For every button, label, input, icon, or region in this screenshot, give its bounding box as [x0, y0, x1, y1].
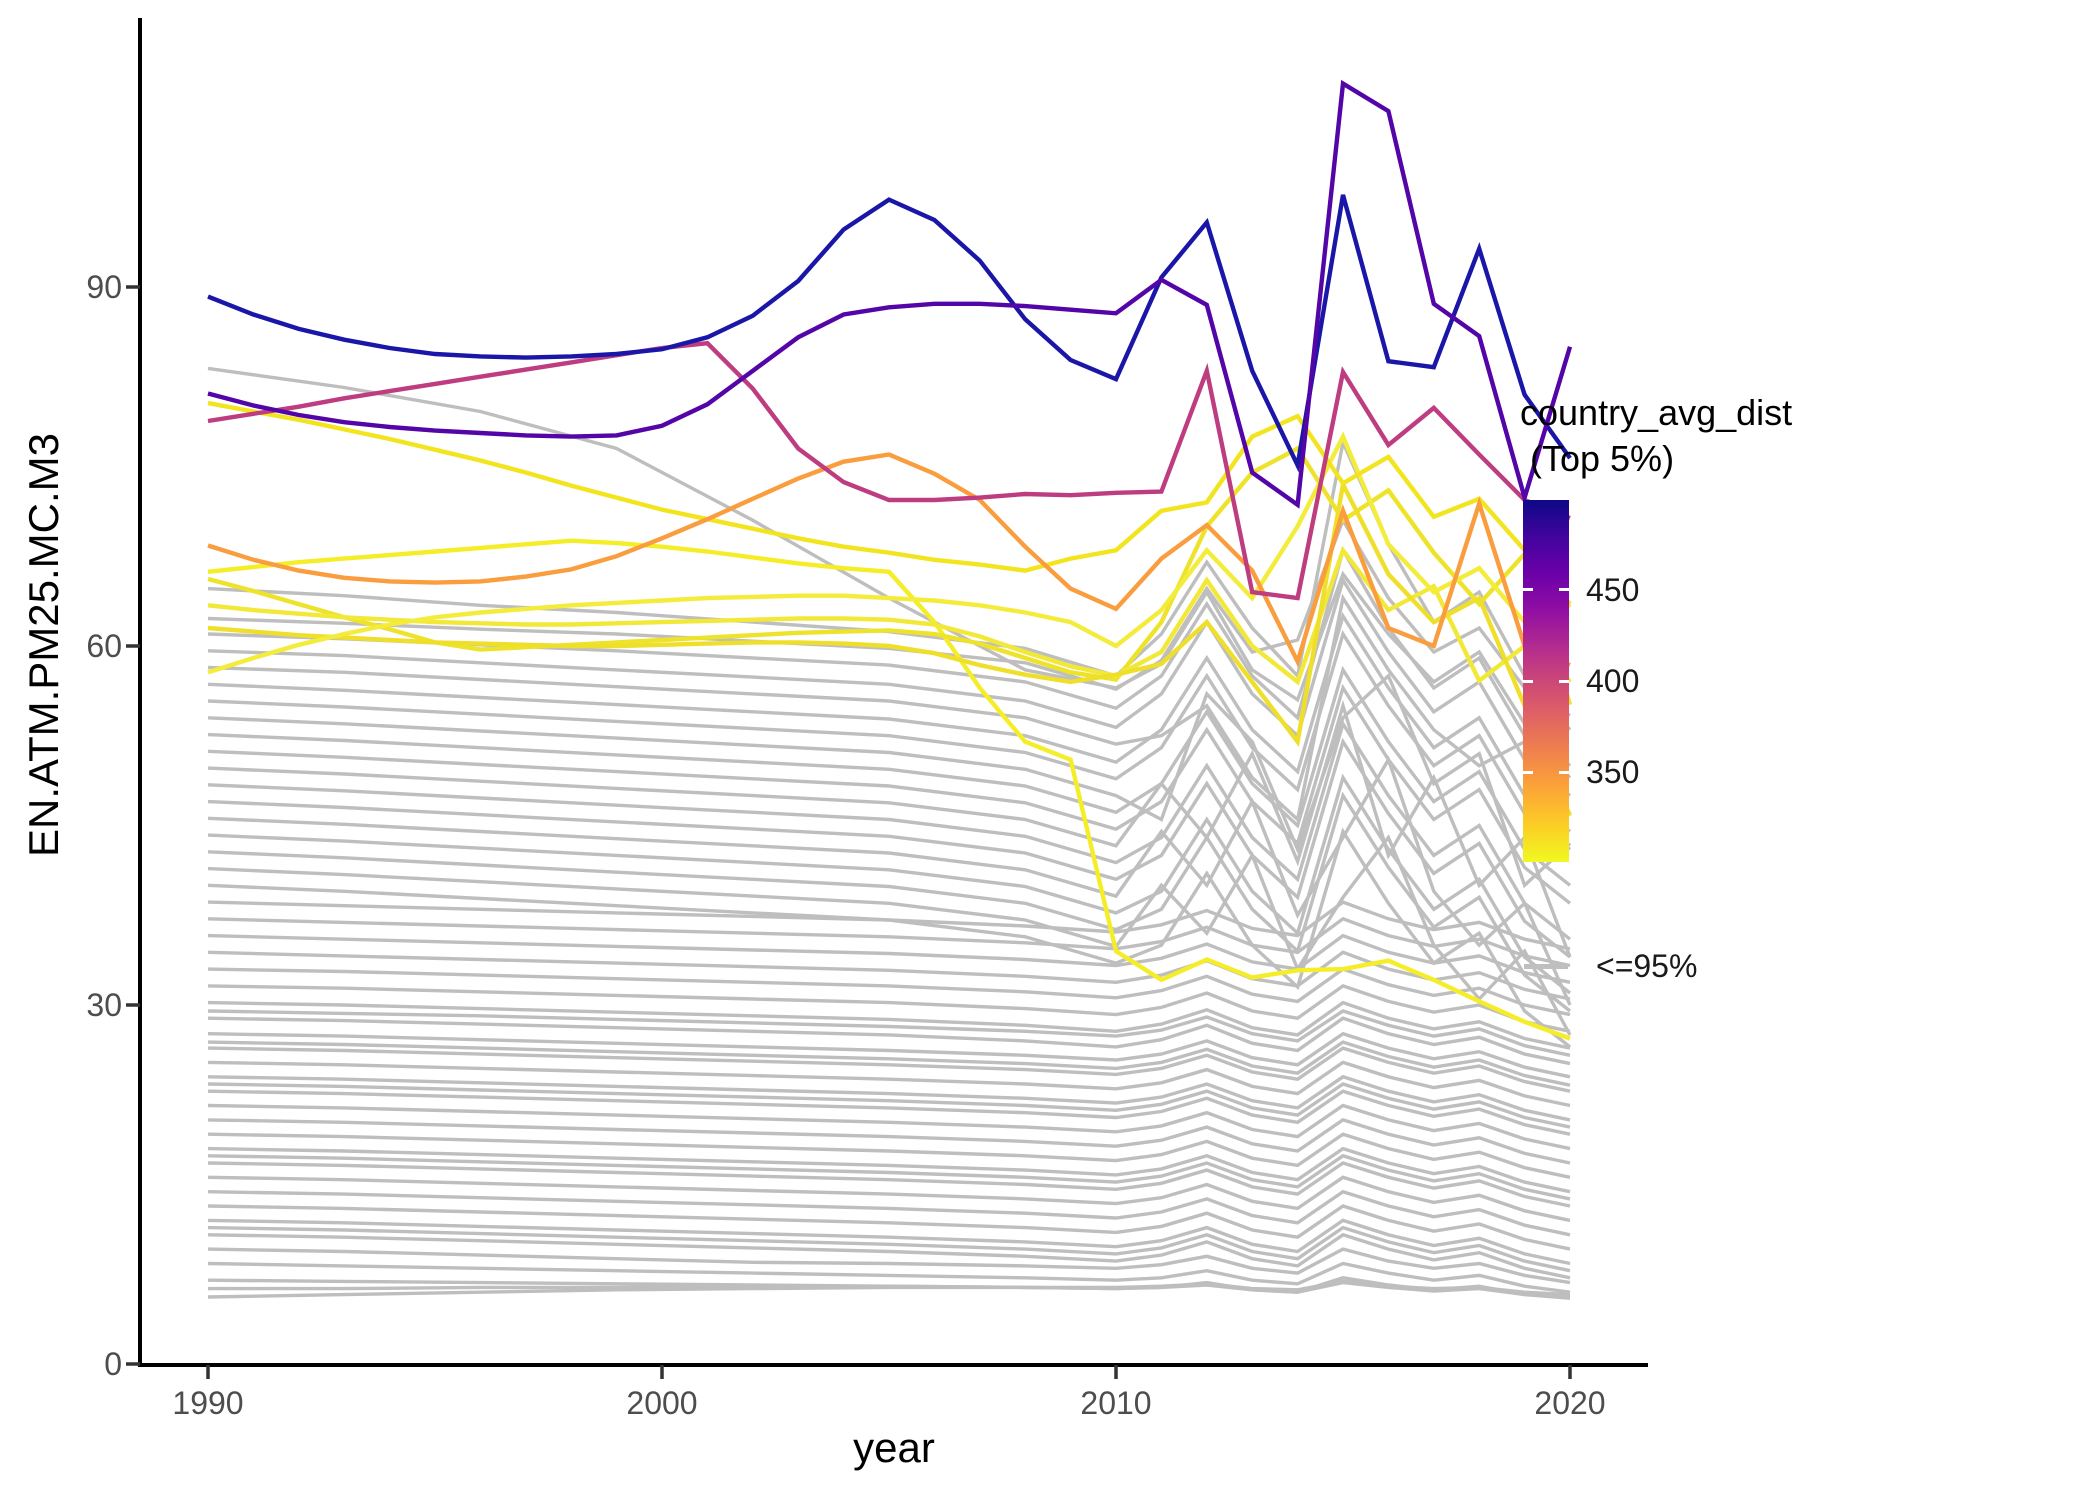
y-tick-label-30: 30 [86, 987, 122, 1023]
colorbar-tick-mark-350-left [1523, 770, 1533, 774]
colorbar-tick-mark-400-right [1559, 679, 1569, 683]
gray-line-46 [207, 1225, 1571, 1273]
x-tick-label-2020: 2020 [1534, 1385, 1605, 1421]
gray-line-31 [207, 1046, 1571, 1093]
gray-line-20 [207, 900, 1571, 951]
gray-line-14 [207, 737, 1572, 959]
gray-line-32 [207, 1060, 1571, 1108]
gray-line-45 [207, 1218, 1571, 1266]
gray-line-12 [207, 699, 1572, 958]
gray-line-41 [207, 1161, 1571, 1208]
gray-line-35 [207, 1089, 1571, 1136]
top5-yellow-band-3 [207, 545, 1572, 686]
gray-line-37 [207, 1118, 1571, 1165]
gray-line-29 [207, 1031, 1571, 1079]
gray-line-7 [207, 612, 1572, 833]
gray-line-24 [207, 967, 1571, 1017]
top5-yellow-high [207, 400, 1572, 606]
y-tick-label-60: 60 [86, 628, 122, 664]
colorbar-tick-mark-350-right [1559, 770, 1569, 774]
gray-line-9 [207, 673, 1572, 889]
gray-line-5 [207, 576, 1572, 797]
colorbar-tick-label-450: 450 [1586, 571, 1640, 608]
gray-line-39 [207, 1146, 1571, 1194]
x-tick-label-2010: 2010 [1080, 1385, 1151, 1421]
gray-line-6 [207, 593, 1572, 823]
gray-line-49 [207, 1261, 1571, 1294]
gray-line-15 [207, 755, 1572, 1006]
gray-line-19 [207, 827, 1572, 1049]
top5-magenta [207, 340, 1571, 601]
gray-line-16 [207, 773, 1572, 995]
gray-line-33 [207, 1074, 1571, 1122]
colorbar-tick-mark-450-right [1559, 588, 1569, 592]
top5-yellow-band-1 [207, 538, 1571, 1041]
top5-navy [207, 194, 1572, 473]
gray-line-38 [207, 1132, 1571, 1179]
gray-line-27 [207, 1009, 1571, 1057]
top5-yellow-band-5 [207, 431, 1572, 684]
gray-line-34 [207, 1082, 1571, 1129]
gray-line-3 [207, 516, 1571, 717]
y-tick-label-0: 0 [104, 1346, 122, 1382]
gray-line-47 [207, 1232, 1571, 1280]
gray-line-25 [207, 984, 1571, 1033]
gray-line-17 [207, 791, 1572, 1013]
legend-title: country_avg_dist (Top 5%) [1520, 390, 1792, 482]
gray-line-22 [207, 933, 1571, 984]
y-axis-title: EN.ATM.PM25.MC.M3 [20, 433, 67, 857]
gray-line-42 [207, 1175, 1571, 1223]
gray-line-8 [207, 629, 1572, 851]
legend-title-line2: (Top 5%) [1520, 438, 1675, 479]
gray-line-1 [207, 366, 1572, 767]
colorbar-tick-label-350: 350 [1586, 754, 1640, 791]
gray-line-48 [207, 1247, 1571, 1285]
x-tick-label-2000: 2000 [626, 1385, 697, 1421]
top5-purple [207, 79, 1573, 509]
colorbar-tick-mark-450-left [1523, 588, 1533, 592]
gray-line-21 [207, 916, 1571, 968]
legend-line-label: <=95% [1596, 948, 1698, 984]
gray-line-11 [207, 683, 1572, 905]
gray-line-4 [207, 545, 1572, 779]
gray-line-36 [207, 1103, 1571, 1151]
gray-line-26 [207, 1000, 1571, 1050]
gray-line-30 [207, 1040, 1571, 1087]
x-tick-label-1990: 1990 [172, 1385, 243, 1421]
x-axis-title: year [853, 1424, 935, 1471]
legend-line-swatch [1524, 964, 1568, 969]
gray-line-40 [207, 1153, 1571, 1201]
colorbar-tick-mark-400-left [1523, 679, 1533, 683]
gray-line-28 [207, 1016, 1571, 1066]
gray-line-13 [207, 719, 1572, 941]
top5-orange [207, 452, 1571, 668]
gray-line-44 [207, 1204, 1571, 1251]
gray-line-43 [207, 1189, 1571, 1237]
legend-title-line1: country_avg_dist [1520, 392, 1793, 433]
y-tick-label-90: 90 [86, 269, 122, 305]
colorbar-tick-label-400: 400 [1586, 663, 1640, 699]
gray-line-52 [207, 1280, 1571, 1299]
